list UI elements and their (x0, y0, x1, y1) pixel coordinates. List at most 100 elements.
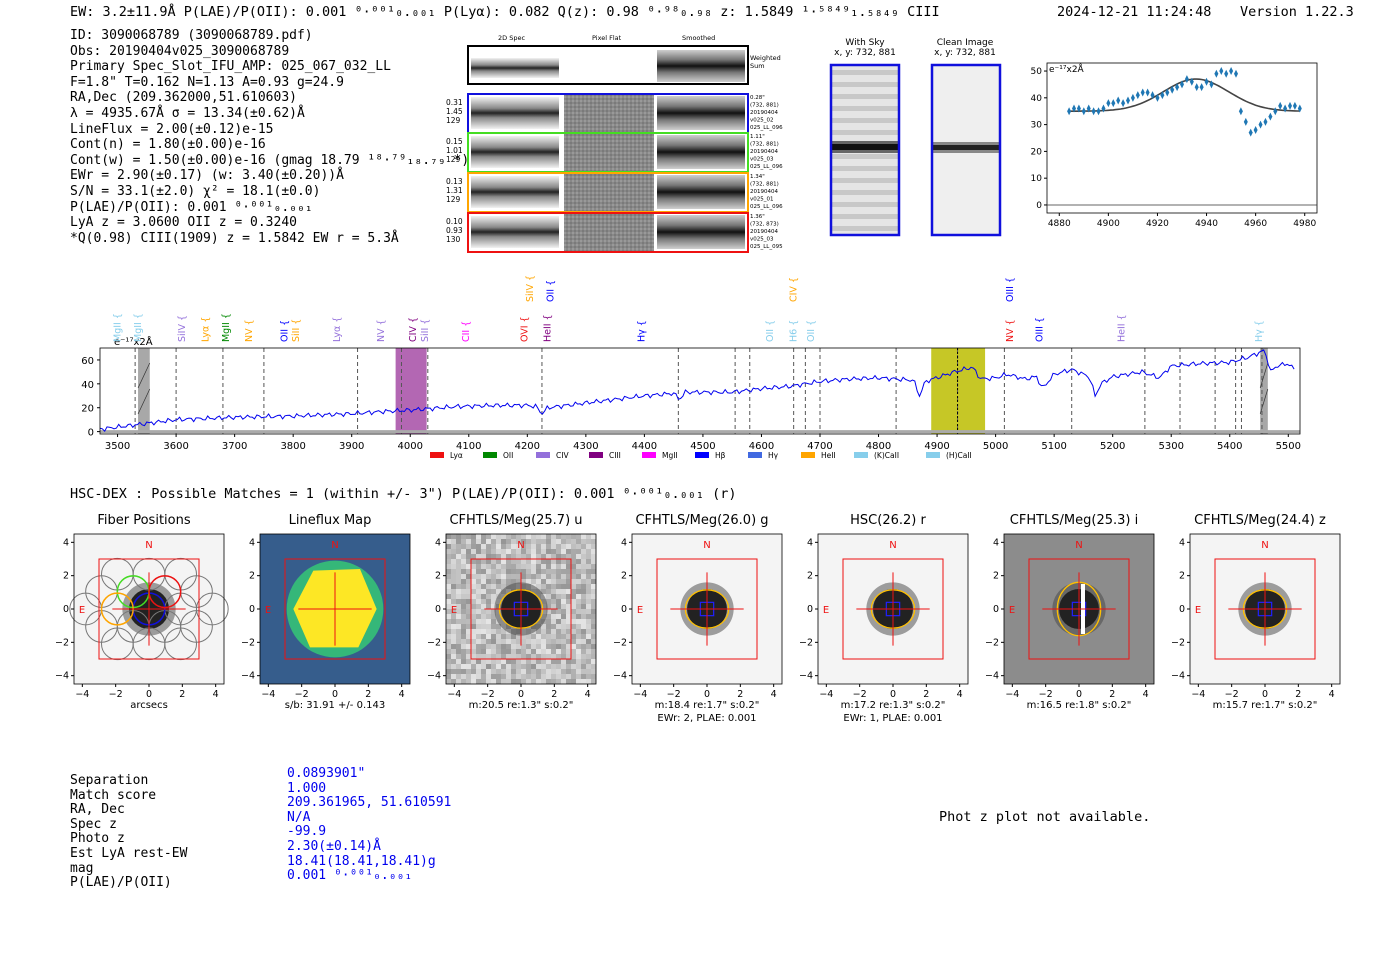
noise-pixel (566, 534, 571, 539)
row-left-stat: 0.31 (446, 98, 463, 107)
noise-pixel (571, 564, 576, 569)
compass-east: E (1195, 605, 1201, 616)
noise-pixel (461, 544, 466, 549)
noise-pixel (516, 579, 521, 584)
row-right-meta: (732, 881) (750, 182, 779, 188)
y-tick-label: 0 (435, 604, 441, 615)
noise-pixel (496, 679, 501, 684)
noise-pixel (451, 534, 456, 539)
noise-pixel (501, 644, 506, 649)
noise-pixel (541, 669, 546, 674)
emission-line-label: MgII { (221, 313, 232, 342)
noise-pixel (566, 639, 571, 644)
panel-image: N E −4 4 −2 2 0 0 2 −2 4 −4 (613, 533, 783, 700)
noise-pixel (476, 549, 481, 554)
noise-pixel (526, 654, 531, 659)
noise-pixel (591, 544, 596, 549)
noise-pixel (471, 589, 476, 594)
noise-pixel (471, 639, 476, 644)
row-left-stat: 129 (446, 116, 461, 125)
compass-east: E (637, 605, 643, 616)
search-box (284, 558, 386, 660)
info-line: Cont(w) = 1.50(±0.00)e-16 (gmag 18.79 ¹⁸… (70, 152, 470, 168)
noise-pixel (561, 594, 566, 599)
info-line: LineFlux = 2.00(±0.12)e-15 (70, 121, 274, 137)
noise-pixel (541, 679, 546, 684)
spectra-2d-panel: 2D Spec Pixel Flat Smoothed Weighted Sum… (440, 32, 810, 254)
noise-pixel (501, 674, 506, 679)
noise-pixel (491, 584, 496, 589)
panel-caption: m:20.5 re:1.3" s:0.2" (468, 700, 574, 711)
noise-pixel (531, 554, 536, 559)
noise-pixel (541, 539, 546, 544)
noise-pixel (576, 654, 581, 659)
noise-pixel (551, 599, 556, 604)
noise-pixel (461, 624, 466, 629)
data-point (1155, 93, 1160, 102)
highlight-band (138, 348, 150, 434)
noise-pixel (491, 639, 496, 644)
noise-pixel (491, 679, 496, 684)
noise-pixel (501, 659, 506, 664)
noise-pixel (506, 654, 511, 659)
y-tick-label: 0 (993, 604, 999, 615)
noise-pixel (466, 554, 471, 559)
noise-pixel (586, 564, 591, 569)
x-tick-label: −2 (667, 689, 681, 700)
y-tick-label: 30 (1031, 121, 1043, 131)
noise-pixel (511, 649, 516, 654)
noise-pixel (556, 644, 561, 649)
noise-pixel (486, 599, 491, 604)
x-tick-label: 2 (365, 689, 371, 700)
noise-pixel (546, 624, 551, 629)
noise-pixel (551, 659, 556, 664)
noise-pixel (511, 659, 516, 664)
x-tick-label: 0 (890, 689, 896, 700)
noise-pixel (446, 534, 451, 539)
noise-pixel (461, 644, 466, 649)
noise-pixel (496, 674, 501, 679)
noise-pixel (496, 654, 501, 659)
emission-line-label: NV { (1005, 319, 1016, 342)
data-point (1121, 99, 1126, 108)
noise-pixel (511, 534, 516, 539)
sky-stripe (831, 94, 899, 99)
emission-line-label: OII { (765, 320, 776, 342)
noise-pixel (446, 599, 451, 604)
header-version: Version 1.22.3 (1240, 4, 1354, 20)
noise-pixel (476, 604, 481, 609)
noise-pixel (496, 584, 501, 589)
x-tick-label: 0 (1076, 689, 1082, 700)
noise-pixel (496, 629, 501, 634)
noise-pixel (471, 549, 476, 554)
noise-pixel (516, 549, 521, 554)
noise-pixel (536, 544, 541, 549)
noise-pixel (591, 599, 596, 604)
image-panel: CFHTLS/Meg(26.0) g N E −4 4 −2 2 0 0 2 −2 4 −4 m:18.4… (602, 510, 783, 725)
x-tick-label: −4 (819, 689, 833, 700)
noise-pixel (531, 654, 536, 659)
noise-pixel (561, 554, 566, 559)
noise-pixel (471, 644, 476, 649)
y-tick-label: 4 (993, 537, 999, 548)
y-tick-label: 4 (807, 537, 813, 548)
noise-pixel (581, 624, 586, 629)
noise-pixel (521, 534, 526, 539)
noise-pixel (566, 604, 571, 609)
noise-pixel (481, 644, 486, 649)
noise-pixel (446, 669, 451, 674)
data-point (1111, 99, 1116, 108)
noise-pixel (566, 564, 571, 569)
noise-pixel (576, 634, 581, 639)
noise-pixel (561, 629, 566, 634)
noise-pixel (511, 679, 516, 684)
x-tick-label: 2 (1109, 689, 1115, 700)
noise-pixel (536, 579, 541, 584)
noise-pixel (461, 659, 466, 664)
highlight-band (395, 348, 427, 434)
noise-pixel (486, 544, 491, 549)
noise-pixel (491, 574, 496, 579)
noise-pixel (576, 614, 581, 619)
noise-pixel (551, 544, 556, 549)
match-label: RA, Dec (70, 802, 125, 818)
